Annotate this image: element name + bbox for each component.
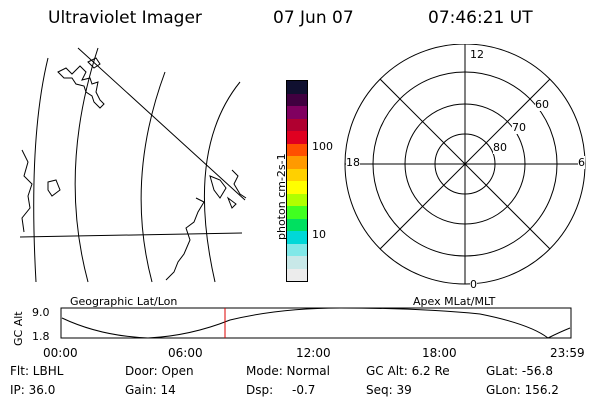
colorbar-swatch-10 — [287, 206, 307, 219]
alt-tick-high: 9.0 — [32, 306, 50, 319]
colorbar-axis-label: photon cm-2s-1 — [275, 153, 288, 240]
colorbar-swatch-4 — [287, 131, 307, 144]
lat-label-60: 60 — [535, 98, 549, 111]
mlt-label-18: 18 — [346, 156, 360, 169]
mlt-label-6: 6 — [578, 156, 585, 169]
colorbar — [286, 80, 308, 282]
lat-arc-3 — [140, 71, 166, 283]
colorbar-swatch-13 — [287, 243, 307, 256]
colorbar-swatch-2 — [287, 106, 307, 119]
colorbar-tick-100: 100 — [312, 140, 333, 153]
colorbar-swatch-6 — [287, 156, 307, 169]
coastline-islands — [87, 57, 101, 69]
app-title: Ultraviolet Imager — [48, 8, 202, 28]
colorbar-swatch-8 — [287, 181, 307, 194]
dsp-label: Dsp: — [246, 383, 274, 397]
altitude-curve — [61, 307, 571, 339]
coastline-south-1 — [21, 149, 33, 233]
alt-tick-low: 1.8 — [32, 330, 50, 343]
colorbar-swatch-15 — [287, 268, 307, 281]
meridian-line-1 — [77, 47, 246, 201]
coastline-east-4 — [226, 196, 237, 209]
ip-readout: IP: 36.0 — [10, 383, 56, 397]
altitude-plot — [60, 307, 572, 339]
time-tick-0600: 06:00 — [168, 346, 203, 360]
colorbar-swatch-5 — [287, 143, 307, 156]
colorbar-swatch-0 — [287, 81, 307, 94]
glat-readout: GLat: -56.8 — [486, 364, 553, 378]
colorbar-tick-10: 10 — [312, 228, 326, 241]
lat-label-70: 70 — [512, 121, 526, 134]
mlt-label-0: 0 — [470, 278, 477, 291]
coastline-east-2 — [209, 175, 227, 199]
geographic-label: Geographic Lat/Lon — [70, 295, 178, 308]
glon-readout: GLon: 156.2 — [486, 383, 559, 397]
colorbar-swatch-9 — [287, 193, 307, 206]
colorbar-swatch-12 — [287, 231, 307, 244]
apex-label: Apex MLat/MLT — [413, 295, 496, 308]
meridian-line-2 — [19, 232, 243, 238]
time-label: 07:46:21 UT — [428, 8, 533, 28]
time-tick-2359: 23:59 — [550, 346, 585, 360]
lat-label-80: 80 — [493, 141, 507, 154]
colorbar-swatch-3 — [287, 118, 307, 131]
polar-diagonal-2 — [379, 78, 551, 250]
lat-arc-4 — [203, 81, 241, 283]
gc-alt-readout: GC Alt: 6.2 Re — [366, 364, 450, 378]
time-tick-1800: 18:00 — [422, 346, 457, 360]
colorbar-swatch-1 — [287, 93, 307, 106]
alt-axis-label: GC Alt — [12, 311, 25, 346]
colorbar-swatch-14 — [287, 256, 307, 269]
time-tick-1200: 12:00 — [296, 346, 331, 360]
colorbar-swatch-11 — [287, 218, 307, 231]
gain-readout: Gain: 14 — [125, 383, 176, 397]
mlt-label-12: 12 — [470, 48, 484, 61]
colorbar-swatch-7 — [287, 168, 307, 181]
lat-arc-1 — [33, 57, 49, 283]
coastline-south-2 — [47, 179, 61, 197]
altitude-plot-frame — [60, 307, 572, 339]
filter-readout: Flt: LBHL — [10, 364, 64, 378]
coastline-east-1 — [165, 197, 205, 281]
date-label: 07 Jun 07 — [273, 8, 354, 28]
coastline-east-3 — [231, 169, 247, 199]
door-readout: Door: Open — [125, 364, 194, 378]
coastline-australia — [57, 65, 105, 109]
time-tick-0000: 00:00 — [43, 346, 78, 360]
seq-readout: Seq: 39 — [366, 383, 412, 397]
mode-readout: Mode: Normal — [246, 364, 330, 378]
polar-plot — [344, 44, 586, 285]
dsp-value: -0.7 — [292, 383, 316, 397]
